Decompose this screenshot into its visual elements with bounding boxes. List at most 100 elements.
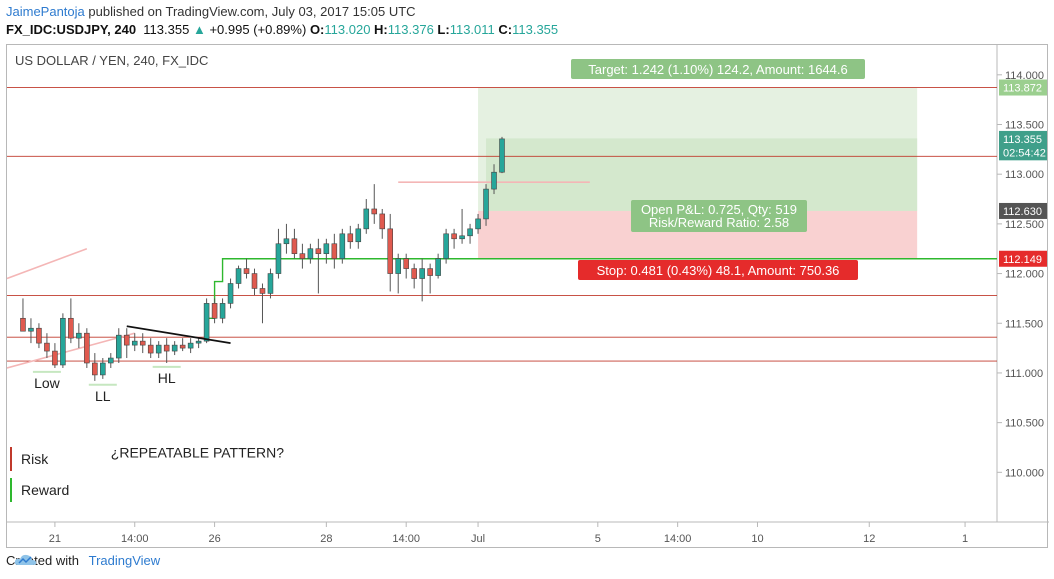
candle: [339, 228, 346, 264]
candle-body: [283, 238, 290, 245]
candle-body: [339, 233, 346, 259]
candle-body: [387, 228, 394, 274]
price-tag-text: 02:54:42: [1003, 147, 1046, 159]
price-tag-timer: 02:54:42: [999, 144, 1047, 161]
candle: [139, 333, 146, 354]
candle-body: [100, 362, 106, 376]
candle-body: [451, 233, 457, 240]
publish-info: JaimePantoja published on TradingView.co…: [6, 4, 416, 19]
high-label: H:: [374, 22, 388, 37]
candle: [331, 233, 338, 269]
candle: [403, 253, 409, 279]
candle-body: [28, 327, 34, 332]
low-value: 113.011: [449, 22, 495, 37]
candle: [219, 298, 226, 324]
price-tag-text: 112.149: [1003, 254, 1042, 266]
stop-label-bg: [578, 260, 858, 280]
candle: [187, 338, 194, 354]
candle: [427, 263, 433, 294]
symbol-label: FX_IDC:USDJPY, 240: [6, 22, 137, 37]
channel-line: [7, 332, 135, 369]
candle-body: [467, 228, 473, 237]
candle: [499, 136, 505, 174]
time-tick-label: 21: [49, 533, 61, 545]
candle: [92, 353, 98, 381]
candle: [363, 199, 370, 234]
up-arrow-icon: ▲: [192, 22, 206, 37]
candle: [211, 298, 218, 324]
candle-body: [60, 317, 66, 366]
close-label: C:: [498, 22, 513, 37]
author-link[interactable]: JaimePantoja: [6, 4, 85, 19]
candle-body: [275, 243, 282, 274]
pnl-label-text: Open P&L: 0.725, Qty: 519: [641, 202, 797, 217]
price-tick-label: 111.000: [1005, 368, 1043, 380]
time-tick-label: Jul: [471, 533, 485, 545]
footer: Created with TradingView: [6, 553, 160, 568]
price-tick-label: 112.000: [1005, 269, 1044, 281]
price-tick-label: 110.500: [1005, 418, 1044, 430]
candle: [20, 298, 26, 332]
candle: [179, 338, 186, 352]
candle: [371, 184, 378, 224]
candle-body: [92, 362, 98, 376]
price-tick-label: 112.500: [1005, 219, 1044, 231]
candle: [243, 258, 250, 279]
candle-body: [131, 340, 138, 346]
chart-frame[interactable]: US DOLLAR / YEN, 240, FX_IDC Low LL HL ¿REPE…: [6, 44, 1049, 549]
time-tick-label: 28: [320, 533, 332, 545]
price-tick-label: 113.500: [1005, 120, 1044, 132]
candle: [203, 298, 210, 344]
candle: [251, 268, 258, 296]
channel-line: [7, 247, 88, 280]
price-tick-label: 113.000: [1005, 169, 1044, 181]
candle-body: [371, 208, 378, 215]
candle-body: [499, 138, 505, 173]
candle-body: [155, 344, 162, 354]
legend-label: Reward: [21, 482, 69, 498]
candle: [283, 223, 290, 254]
candle: [419, 258, 425, 302]
price-tag-bg: [999, 202, 1047, 219]
candle-body: [299, 253, 306, 259]
candle-body: [355, 228, 362, 243]
candle-body: [251, 273, 258, 289]
candle: [387, 213, 394, 292]
candle-body: [36, 327, 42, 344]
candle-body: [443, 233, 449, 259]
time-tick-label: 1: [962, 533, 968, 545]
candle: [84, 328, 90, 368]
candle-body: [123, 334, 130, 346]
candle: [275, 228, 282, 279]
candle-body: [459, 235, 465, 240]
candle: [123, 328, 130, 359]
candle-body: [395, 258, 401, 274]
candle-body: [307, 248, 314, 259]
candle-body: [235, 268, 242, 284]
candle: [155, 341, 162, 359]
price-tick-label: 114.000: [1005, 70, 1044, 82]
time-tick-label: 14:00: [121, 533, 149, 545]
tradingview-brand[interactable]: TradingView: [88, 553, 161, 568]
legend-label: Risk: [21, 451, 49, 467]
candle-body: [52, 350, 58, 366]
candle-body: [179, 344, 186, 349]
candle-body: [323, 243, 330, 254]
candle: [259, 283, 266, 324]
price-tag-target: 113.872: [999, 79, 1047, 96]
candle: [131, 333, 138, 352]
target-label-bg: [571, 59, 865, 79]
candle: [68, 298, 74, 344]
trend-line: [126, 325, 231, 345]
price-tag-bg: [999, 79, 1047, 96]
candle: [483, 184, 489, 226]
price-tag-text: 113.872: [1003, 83, 1042, 95]
candle: [323, 238, 330, 264]
candle: [435, 253, 441, 279]
price-chart[interactable]: US DOLLAR / YEN, 240, FX_IDC Low LL HL ¿REPE…: [7, 45, 1049, 549]
candle: [76, 323, 82, 349]
candle: [379, 208, 386, 239]
open-profit-zone: [486, 138, 918, 211]
price-tag-bg: [999, 130, 1047, 147]
price-tag-text: 112.630: [1003, 206, 1042, 218]
